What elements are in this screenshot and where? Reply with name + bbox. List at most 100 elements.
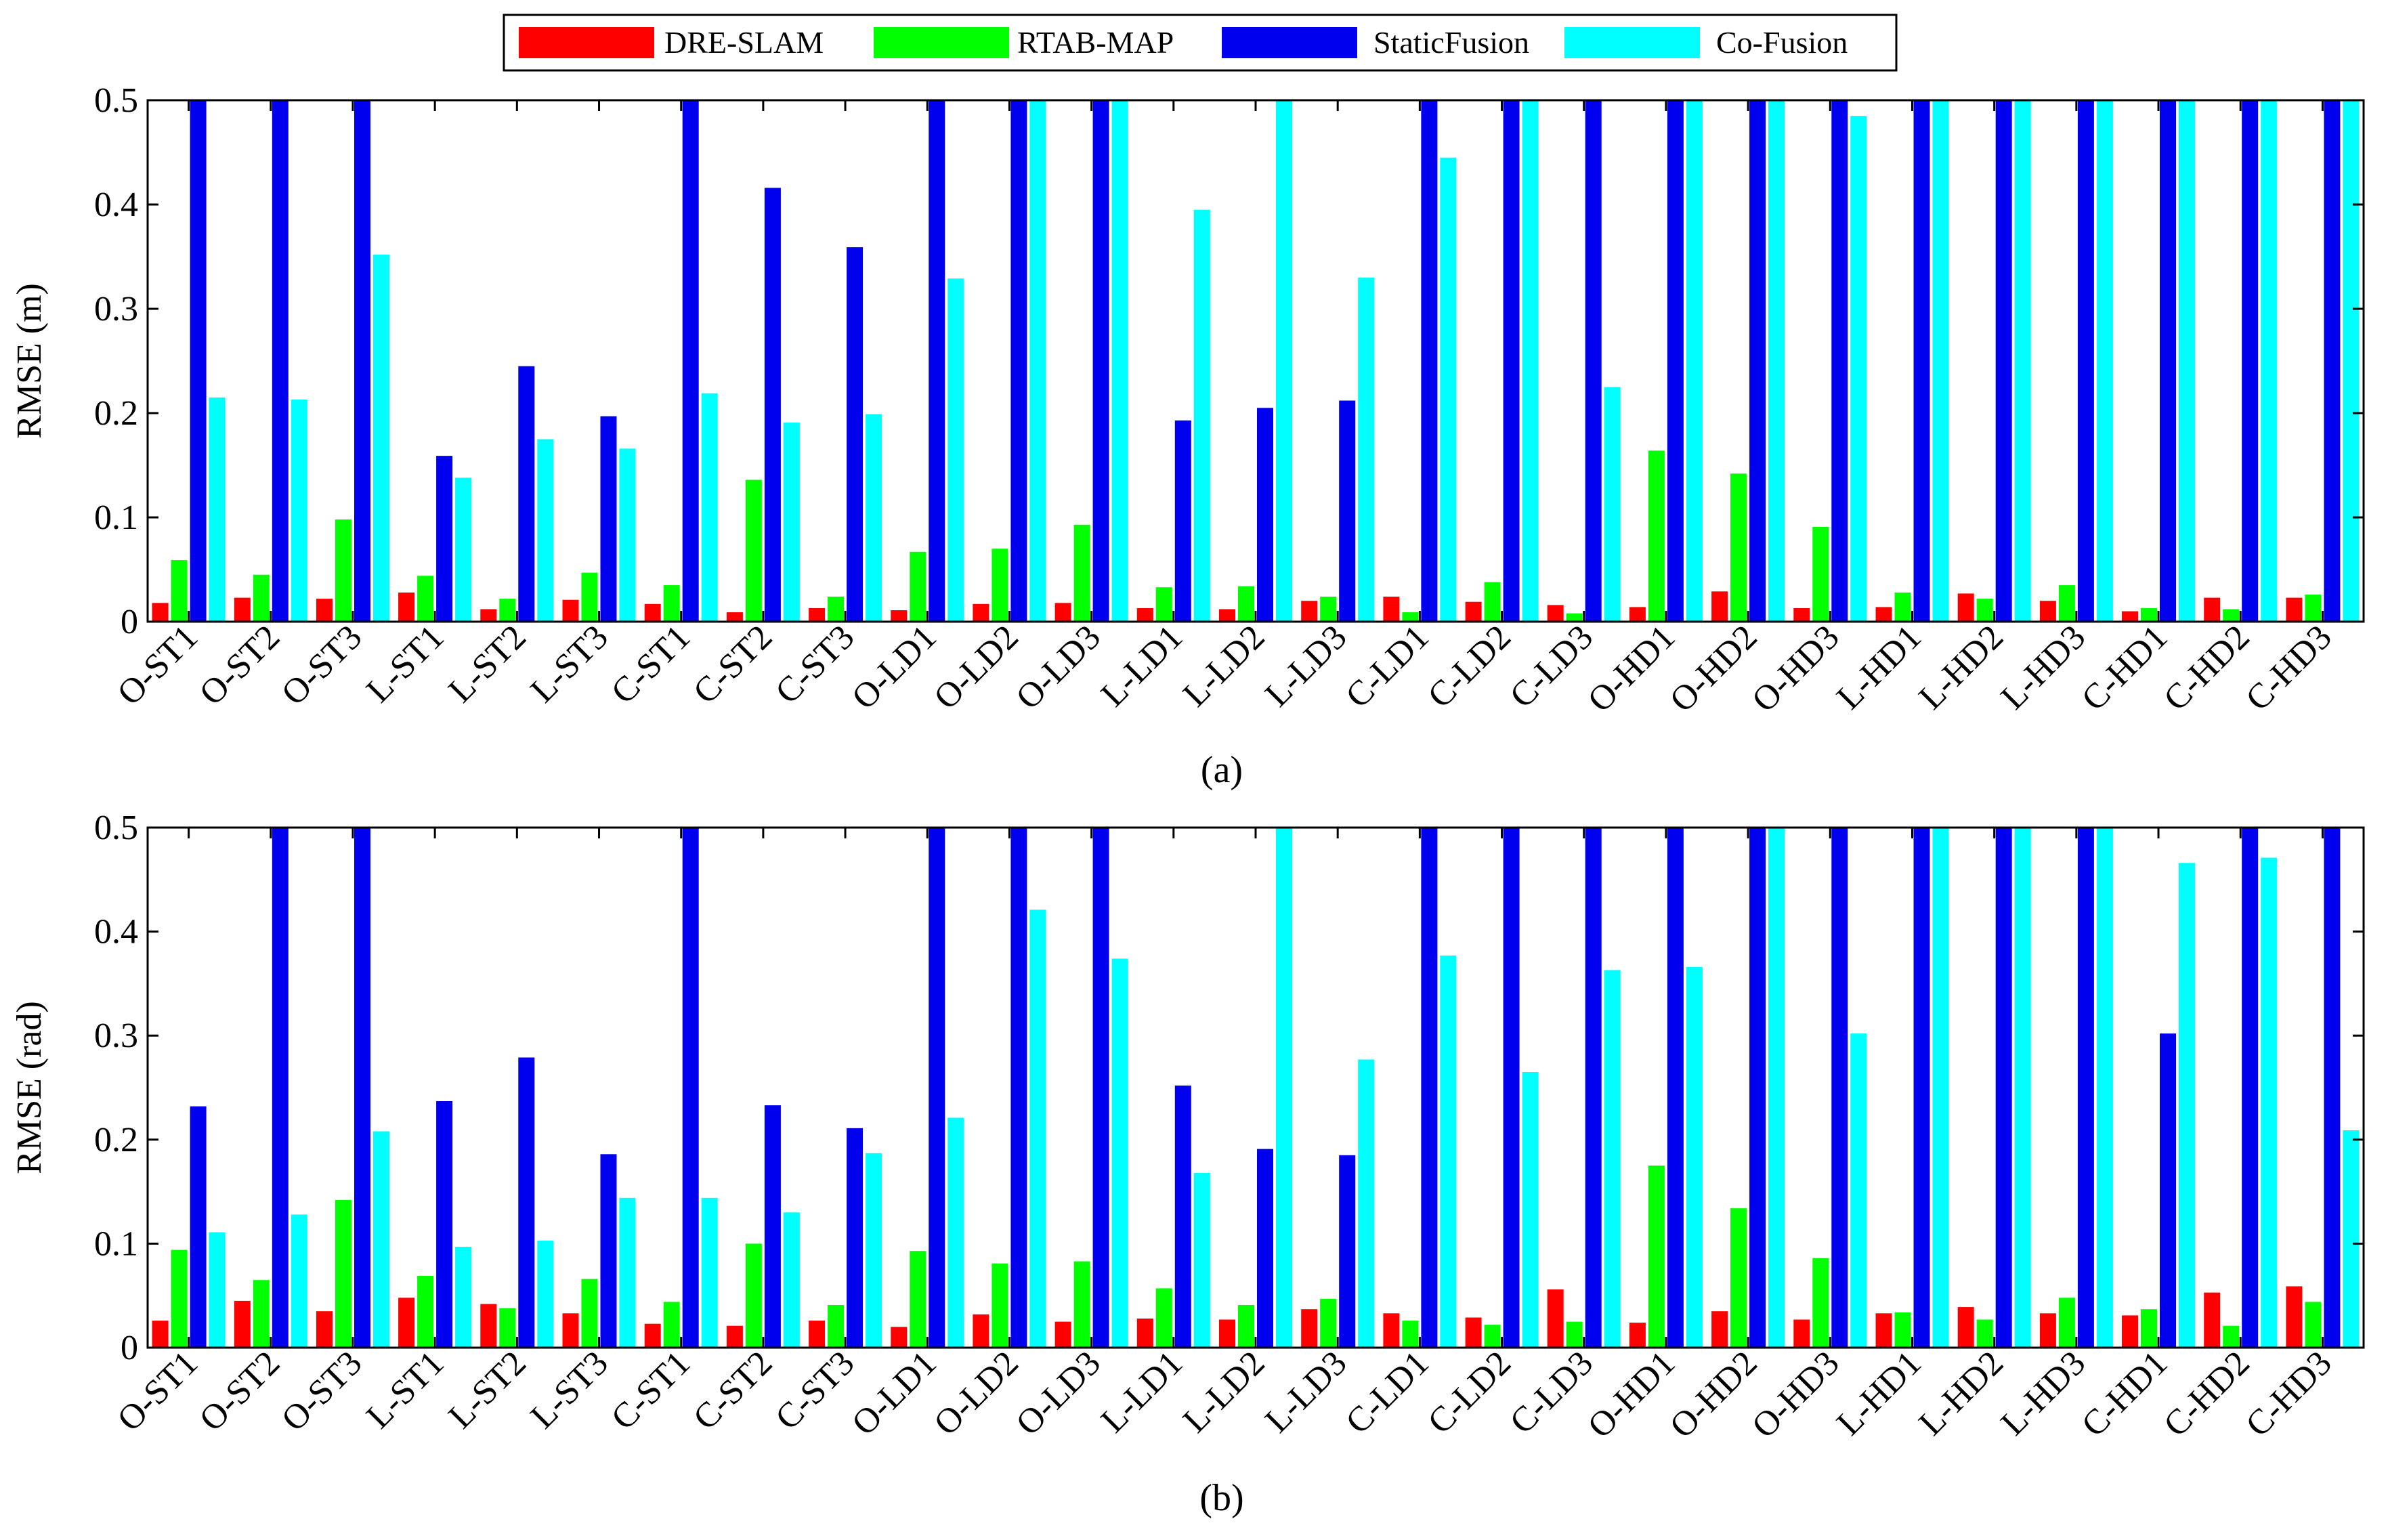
chart-b-rotation-rmse: 00.10.20.30.40.5O-ST1O-ST2O-ST3L-ST1L-ST…: [10, 809, 2365, 1519]
bar-co-fusion-l-st3: [619, 1197, 636, 1348]
bar-co-fusion-l-hd3: [2096, 828, 2113, 1348]
x-tick-label: L-LD1: [1094, 618, 1190, 714]
x-tick-label: C-LD3: [1503, 1344, 1600, 1441]
bar-co-fusion-c-ld2: [1522, 100, 1539, 622]
bar-dre-slam-o-ld3: [1054, 603, 1071, 622]
bar-rtab-map-c-ld3: [1566, 613, 1583, 622]
bar-staticfusion-l-st3: [600, 416, 617, 622]
bar-co-fusion-c-hd3: [2343, 100, 2360, 622]
bar-dre-slam-o-st2: [234, 1300, 251, 1348]
bar-rtab-map-o-hd1: [1648, 450, 1665, 622]
bar-rtab-map-l-hd1: [1894, 1312, 1911, 1348]
bar-dre-slam-c-st3: [809, 608, 826, 622]
y-tick-label: 0.3: [94, 1017, 138, 1055]
bar-rtab-map-o-ld3: [1073, 524, 1090, 622]
bar-co-fusion-l-ld2: [1276, 828, 1292, 1348]
bar-staticfusion-l-st2: [518, 1057, 535, 1348]
bar-rtab-map-o-st3: [335, 1199, 351, 1348]
x-tick-label: L-LD2: [1176, 1344, 1272, 1440]
bar-co-fusion-l-st1: [455, 477, 472, 622]
bar-dre-slam-o-hd3: [1793, 608, 1810, 622]
bar-co-fusion-l-hd2: [2014, 100, 2031, 622]
bar-dre-slam-c-ld2: [1465, 1317, 1482, 1348]
chart-a-translation-rmse: 00.10.20.30.40.5O-ST1O-ST2O-ST3L-ST1L-ST…: [10, 81, 2365, 791]
bar-dre-slam-l-ld3: [1301, 1309, 1318, 1348]
x-tick-label: C-HD1: [2074, 1344, 2175, 1445]
bar-dre-slam-c-st1: [644, 1323, 661, 1348]
bar-dre-slam-l-ld2: [1219, 1319, 1235, 1348]
bar-dre-slam-l-hd2: [1957, 1307, 1974, 1348]
bar-co-fusion-c-st1: [701, 1197, 718, 1348]
bar-co-fusion-o-ld1: [947, 278, 964, 622]
bar-staticfusion-c-hd2: [2242, 828, 2259, 1348]
y-tick-label: 0.1: [94, 498, 138, 537]
plot-area: [148, 100, 2364, 622]
bar-co-fusion-l-ld3: [1358, 277, 1375, 622]
legend-swatch-rtab-map: [874, 27, 1009, 58]
bar-rtab-map-o-hd2: [1730, 473, 1747, 622]
bar-rtab-map-c-st1: [663, 1302, 680, 1348]
bar-staticfusion-o-hd2: [1749, 100, 1766, 622]
bar-staticfusion-c-ld1: [1421, 828, 1438, 1348]
x-tick-label: C-LD2: [1421, 618, 1518, 715]
bar-rtab-map-o-hd2: [1730, 1208, 1747, 1348]
bar-rtab-map-l-hd3: [2058, 585, 2075, 622]
bar-co-fusion-l-hd1: [1932, 828, 1949, 1348]
x-tick-label: O-ST2: [192, 618, 287, 712]
x-tick-label: C-HD3: [2238, 618, 2339, 719]
bar-dre-slam-c-ld2: [1465, 601, 1482, 622]
bar-rtab-map-c-ld1: [1402, 1321, 1419, 1348]
legend-swatch-co-fusion: [1564, 27, 1700, 58]
bar-dre-slam-o-hd1: [1629, 607, 1646, 622]
y-tick-label: 0: [121, 1329, 138, 1367]
bar-staticfusion-l-ld2: [1257, 1149, 1273, 1348]
bar-dre-slam-o-ld1: [891, 610, 908, 622]
bar-dre-slam-l-st2: [480, 609, 497, 622]
bar-rtab-map-o-ld2: [992, 1263, 1008, 1348]
bar-co-fusion-c-st3: [866, 1153, 882, 1348]
x-tick-label: O-HD3: [1745, 618, 1847, 720]
bar-dre-slam-l-ld1: [1136, 1319, 1153, 1348]
bar-staticfusion-l-ld3: [1339, 400, 1356, 622]
bar-staticfusion-l-hd3: [2077, 100, 2094, 622]
bar-staticfusion-o-st2: [272, 828, 289, 1348]
bar-rtab-map-c-st3: [828, 1305, 845, 1348]
bar-rtab-map-o-ld1: [910, 551, 926, 622]
bar-co-fusion-o-hd2: [1768, 828, 1785, 1348]
x-tick-label: C-ST2: [686, 618, 780, 711]
x-tick-label: C-ST1: [604, 1344, 698, 1437]
bar-co-fusion-o-ld2: [1029, 910, 1046, 1348]
bar-co-fusion-l-hd3: [2096, 100, 2113, 622]
bar-rtab-map-l-hd1: [1894, 592, 1911, 622]
bar-dre-slam-l-st1: [398, 592, 415, 622]
y-tick-label: 0.1: [94, 1224, 138, 1263]
bar-staticfusion-l-ld2: [1257, 408, 1273, 622]
legend-swatch-dre-slam: [519, 27, 654, 58]
x-tick-label: O-LD3: [1009, 618, 1109, 717]
bar-dre-slam-c-hd3: [2286, 597, 2303, 622]
x-tick-label: L-HD3: [1994, 1344, 2093, 1443]
bar-dre-slam-o-hd2: [1711, 591, 1728, 622]
bar-dre-slam-o-st1: [152, 1321, 169, 1348]
bar-dre-slam-o-hd3: [1793, 1319, 1810, 1348]
bar-rtab-map-l-st3: [581, 572, 598, 622]
bar-co-fusion-l-st2: [537, 439, 554, 622]
x-tick-label: O-HD3: [1745, 1344, 1847, 1446]
x-tick-label: L-HD2: [1912, 1344, 2011, 1443]
x-tick-label: L-ST2: [442, 618, 534, 710]
legend-label-rtab-map: RTAB-MAP: [1017, 25, 1174, 60]
bar-staticfusion-c-st3: [847, 1128, 863, 1348]
bar-co-fusion-c-hd2: [2261, 100, 2278, 622]
bar-rtab-map-c-ld1: [1402, 612, 1419, 622]
x-tick-label: C-ST3: [768, 618, 861, 711]
bar-dre-slam-c-hd2: [2204, 1292, 2221, 1348]
x-tick-label: C-HD3: [2238, 1344, 2339, 1445]
x-tick-label: L-HD1: [1829, 1344, 1929, 1443]
x-tick-label: L-ST1: [359, 618, 451, 710]
bar-dre-slam-l-ld3: [1301, 601, 1318, 622]
bar-rtab-map-o-hd3: [1812, 1258, 1829, 1348]
bar-co-fusion-o-hd1: [1686, 966, 1703, 1348]
bar-dre-slam-o-hd2: [1711, 1311, 1728, 1348]
bar-rtab-map-l-ld1: [1155, 1288, 1172, 1348]
bar-staticfusion-o-ld1: [929, 828, 945, 1348]
